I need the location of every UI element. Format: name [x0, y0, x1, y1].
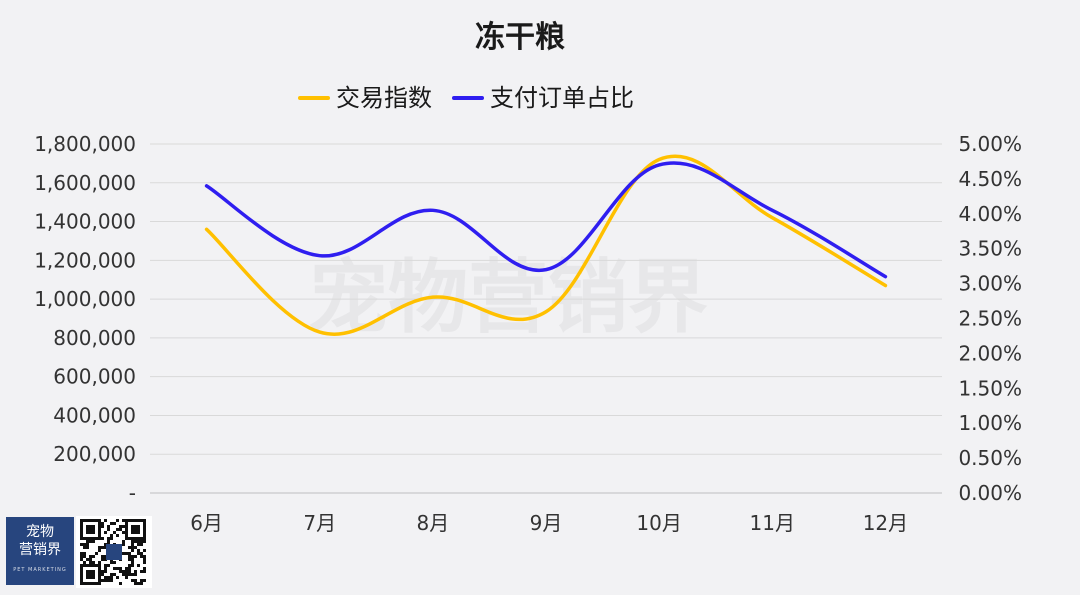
y-axis-right: 0.00% 0.50% 1.00% 1.50% 2.00% 2.50% 3.00% 3.50%… — [958, 132, 1022, 505]
y-right-tick-label: 3.50% — [958, 237, 1022, 261]
x-tick-label: 12月 — [863, 511, 908, 535]
gridlines — [150, 143, 942, 494]
legend-label: 支付订单占比 — [490, 84, 634, 112]
y-right-tick-label: 2.50% — [958, 307, 1022, 331]
y-right-tick-label: 3.00% — [958, 272, 1022, 296]
x-tick-label: 7月 — [303, 511, 336, 535]
y-axis-left: - 200,000 400,000 600,000 800,000 1,000,000 1,… — [34, 132, 136, 505]
y-left-tick-label: 1,000,000 — [34, 287, 136, 311]
y-right-tick-label: 4.50% — [958, 167, 1022, 191]
logo-line-1: 宠物 — [26, 524, 54, 540]
y-right-tick-label: 4.00% — [958, 202, 1022, 226]
x-tick-label: 6月 — [190, 511, 223, 535]
legend-label: 交易指数 — [336, 84, 432, 112]
brand-logo: 宠物 营销界 PET MARKETING — [6, 517, 74, 585]
x-tick-label: 9月 — [530, 511, 563, 535]
y-left-tick-label: 1,800,000 — [34, 132, 136, 156]
x-tick-label: 8月 — [416, 511, 449, 535]
y-right-tick-label: 0.50% — [958, 446, 1022, 470]
series-line — [204, 161, 888, 279]
qr-code[interactable] — [76, 516, 152, 588]
y-left-tick-label: 1,600,000 — [34, 171, 136, 195]
series-lines — [204, 154, 888, 336]
y-right-tick-label: 0.00% — [958, 481, 1022, 505]
y-right-tick-label: 1.00% — [958, 411, 1022, 435]
logo-line-2: 营销界 — [19, 542, 61, 558]
x-tick-label: 11月 — [750, 511, 795, 535]
series-line — [204, 154, 888, 336]
y-right-tick-label: 2.00% — [958, 341, 1022, 365]
y-left-tick-label: 400,000 — [53, 403, 136, 427]
y-right-tick-label: 1.50% — [958, 376, 1022, 400]
y-left-tick-label: 800,000 — [53, 326, 136, 350]
legend: 交易指数 支付订单占比 — [298, 84, 634, 112]
y-left-tick-label: 1,200,000 — [34, 248, 136, 272]
y-right-tick-label: 5.00% — [958, 132, 1022, 156]
watermark: 宠物营销界 — [308, 251, 708, 344]
chart-title: 冻干粮 — [475, 20, 565, 55]
y-left-tick-label: 1,400,000 — [34, 210, 136, 234]
y-left-tick-label: - — [129, 481, 136, 505]
logo-subtitle: PET MARKETING — [13, 567, 67, 573]
x-axis: 6月 7月 8月 9月 10月 11月 12月 — [190, 511, 908, 535]
y-left-tick-label: 200,000 — [53, 442, 136, 466]
y-left-tick-label: 600,000 — [53, 365, 136, 389]
x-tick-label: 10月 — [636, 511, 681, 535]
